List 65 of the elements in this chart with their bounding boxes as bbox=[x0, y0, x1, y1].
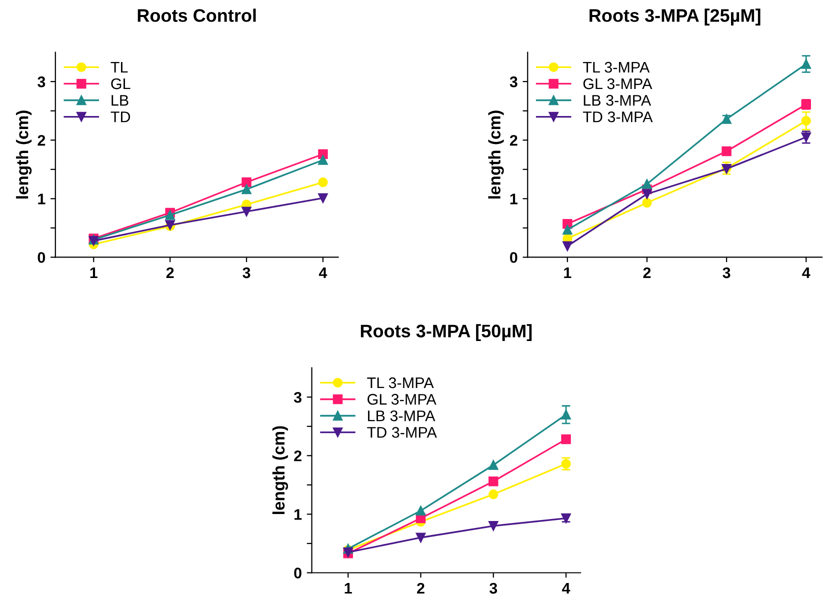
y-axis-title: length (cm) bbox=[272, 426, 288, 514]
point bbox=[488, 476, 498, 486]
x-tick-label: 3 bbox=[242, 267, 250, 278]
legend-label: GL 3-MPA bbox=[368, 394, 436, 405]
point bbox=[561, 434, 571, 444]
y-tick-label: 1 bbox=[294, 509, 302, 520]
point bbox=[722, 146, 732, 156]
x-tick-label: 3 bbox=[489, 582, 498, 594]
x-tick-label: 4 bbox=[318, 268, 328, 278]
chart-title: Roots 3-MPA [25µM] bbox=[590, 8, 760, 26]
point bbox=[416, 506, 426, 516]
y-tick-label: 0 bbox=[38, 252, 46, 263]
point bbox=[318, 155, 328, 165]
y-tick-label: 0 bbox=[510, 252, 518, 263]
chart-title: Roots 3-MPA [50µM] bbox=[360, 324, 532, 342]
point bbox=[562, 224, 572, 235]
legend-label: TL 3-MPA bbox=[582, 62, 650, 73]
point bbox=[642, 189, 652, 199]
legend-label: TD 3-MPA bbox=[582, 111, 653, 122]
x-tick-label: 1 bbox=[564, 268, 572, 278]
point bbox=[642, 198, 652, 208]
point bbox=[242, 177, 252, 188]
point bbox=[488, 489, 498, 500]
x-tick-label: 2 bbox=[417, 582, 424, 594]
y-axis-title: length (cm) bbox=[16, 110, 32, 198]
y-tick-label: 1 bbox=[38, 194, 46, 204]
legend-label: GL bbox=[111, 78, 130, 90]
point bbox=[801, 116, 811, 126]
legend-label: LB bbox=[112, 95, 128, 106]
y-tick-label: 3 bbox=[38, 76, 46, 88]
x-tick-label: 1 bbox=[344, 583, 352, 594]
x-tick-label: 2 bbox=[643, 267, 651, 278]
legend-label: LB 3-MPA bbox=[368, 410, 436, 422]
legend-label: GL 3-MPA bbox=[583, 78, 652, 90]
y-tick-label: 2 bbox=[38, 134, 46, 146]
y-tick-label: 2 bbox=[510, 134, 518, 146]
point bbox=[562, 241, 572, 251]
y-tick-label: 3 bbox=[510, 76, 518, 88]
point bbox=[488, 460, 498, 470]
x-tick-label: 4 bbox=[802, 268, 810, 278]
point bbox=[642, 179, 652, 189]
chart-title: Roots Control bbox=[138, 8, 256, 22]
point bbox=[242, 184, 252, 194]
legend-label: TD bbox=[110, 112, 130, 122]
y-axis-title: length (cm) bbox=[488, 110, 504, 198]
point bbox=[801, 59, 811, 69]
y-tick-label: 0 bbox=[294, 568, 302, 578]
x-tick-label: 2 bbox=[166, 267, 174, 278]
point bbox=[561, 410, 571, 420]
point bbox=[318, 193, 328, 203]
point bbox=[165, 210, 175, 220]
legend-label: TL bbox=[110, 62, 128, 73]
y-tick-label: 3 bbox=[294, 392, 302, 403]
legend-label: LB 3-MPA bbox=[584, 94, 652, 106]
x-tick-label: 4 bbox=[562, 583, 570, 594]
point bbox=[318, 177, 328, 188]
x-tick-label: 1 bbox=[90, 268, 98, 278]
legend-label: TL 3-MPA bbox=[367, 377, 434, 388]
point bbox=[242, 206, 252, 216]
legend-label: TD 3-MPA bbox=[367, 426, 437, 438]
point bbox=[416, 532, 426, 542]
x-tick-label: 3 bbox=[722, 267, 730, 278]
y-tick-label: 2 bbox=[294, 450, 302, 462]
point bbox=[488, 521, 498, 531]
y-tick-label: 1 bbox=[510, 194, 518, 204]
